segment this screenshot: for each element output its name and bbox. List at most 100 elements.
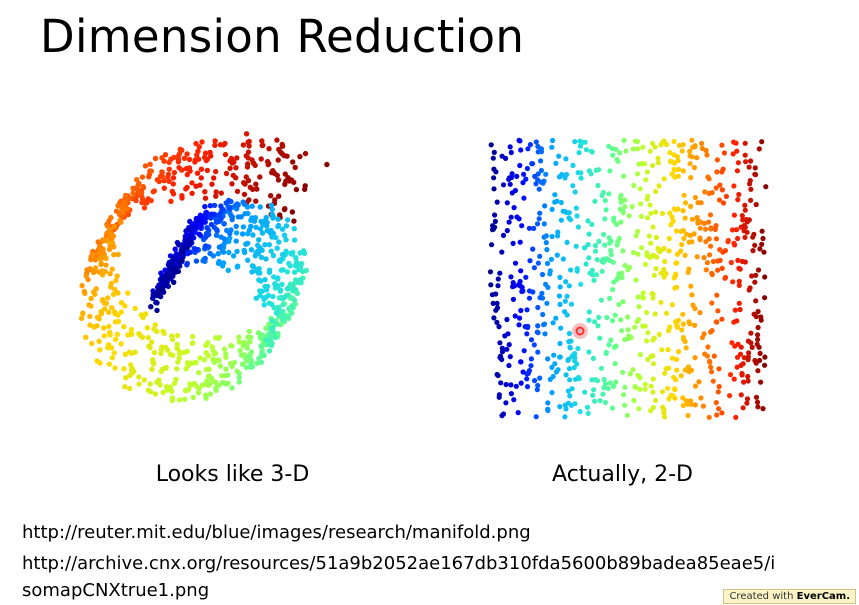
scatter-point [678, 373, 684, 379]
scatter-point [624, 412, 630, 418]
slide-title: Dimension Reduction [40, 10, 525, 63]
scatter-point [103, 255, 109, 261]
scatter-point [571, 352, 577, 358]
scatter-point [694, 155, 700, 161]
scatter-point [170, 273, 176, 279]
reference-url-1[interactable]: http://reuter.mit.edu/blue/images/resear… [22, 522, 531, 543]
scatter-point [243, 174, 249, 180]
scatter-point [728, 259, 734, 266]
scatter-point [708, 243, 714, 249]
scatter-point [525, 146, 531, 152]
scatter-point [674, 367, 680, 373]
scatter-point [697, 310, 703, 316]
scatter-point [622, 197, 628, 203]
reference-url-2-line-2[interactable]: somapCNXtrue1.png [22, 580, 210, 601]
scatter-point [491, 175, 497, 181]
scatter-point [202, 189, 208, 195]
scatter-point [537, 253, 543, 259]
scatter-point [220, 249, 227, 255]
scatter-point [599, 192, 605, 199]
scatter-point [170, 255, 177, 261]
scatter-point [215, 251, 221, 257]
scatter-point [662, 370, 668, 376]
scatter-point [613, 379, 619, 385]
scatter-point [710, 258, 716, 265]
scatter-point [499, 249, 505, 255]
scatter-point [555, 367, 561, 373]
scatter-point [586, 349, 592, 355]
scatter-point [263, 214, 269, 221]
scatter-point [572, 401, 578, 407]
scatter-point [631, 182, 637, 189]
scatter-point [555, 233, 561, 239]
scatter-point [223, 381, 229, 387]
scatter-point [550, 373, 556, 380]
scatter-point [523, 274, 529, 280]
scatter-point [490, 155, 496, 161]
scatter-point [704, 152, 710, 158]
scatter-point [754, 399, 761, 405]
scatter-point [293, 277, 299, 283]
scatter-point [649, 253, 655, 259]
scatter-point [648, 210, 654, 216]
scatter-point [279, 143, 286, 149]
scatter-point [211, 351, 217, 357]
scatter-point [168, 198, 174, 204]
scatter-point [517, 162, 523, 169]
scatter-point [512, 313, 518, 319]
scatter-point [227, 205, 233, 211]
scatter-point [643, 177, 649, 183]
scatter-point [650, 361, 657, 367]
scatter-point [562, 298, 568, 304]
scatter-point [115, 318, 122, 325]
scatter-point [658, 299, 664, 305]
scatter-point [697, 237, 703, 243]
scatter-point [517, 315, 523, 321]
scatter-point [302, 183, 308, 189]
scatter-point [209, 181, 215, 187]
scatter-point [762, 274, 768, 280]
scatter-point [118, 219, 124, 225]
scatter-point [278, 267, 285, 273]
scatter-point [250, 232, 256, 238]
scatter-point [167, 384, 174, 390]
scatter-point [188, 239, 194, 245]
scatter-point [506, 176, 512, 182]
scatter-point [612, 312, 618, 318]
scatter-point [259, 332, 266, 338]
scatter-point [193, 258, 200, 264]
scatter-point [122, 384, 128, 390]
scatter-point [524, 331, 530, 337]
scatter-point [247, 334, 254, 341]
scatter-point [708, 364, 714, 370]
scatter-point [115, 251, 121, 258]
scatter-point [732, 343, 738, 349]
scatter-point [515, 410, 521, 416]
scatter-point [118, 341, 124, 347]
scatter-point [706, 176, 712, 182]
scatter-point [165, 283, 171, 290]
scatter-point [499, 345, 505, 351]
scatter-point [528, 356, 534, 362]
scatter-point [97, 347, 103, 353]
scatter-point [216, 258, 222, 265]
scatter-point [703, 267, 709, 273]
scatter-point [206, 366, 212, 372]
scatter-point [538, 146, 544, 152]
scatter-point [533, 181, 539, 187]
scatter-point [161, 178, 167, 184]
scatter-point [738, 344, 744, 350]
scatter-point [532, 173, 538, 179]
scatter-point [601, 259, 607, 265]
scatter-point [174, 341, 180, 348]
reference-url-2-line-1[interactable]: http://archive.cnx.org/resources/51a9b20… [22, 553, 776, 574]
scatter-point [150, 292, 156, 298]
scatter-point [288, 177, 295, 183]
scatter-point [270, 325, 276, 331]
scatter-point [278, 256, 284, 263]
scatter-point [752, 171, 758, 177]
scatter-point [702, 351, 708, 357]
scatter-point [671, 138, 677, 145]
scatter-point [692, 194, 698, 201]
scatter-point [608, 247, 614, 254]
